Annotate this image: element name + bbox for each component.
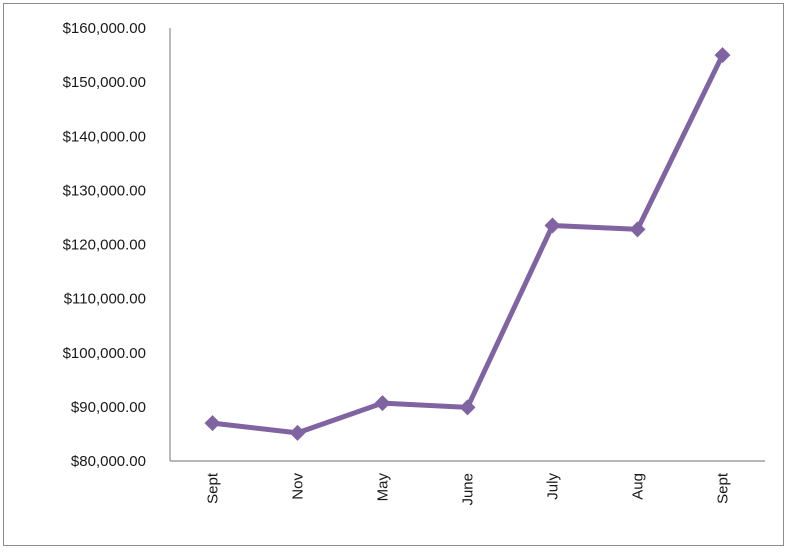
x-tick-label: Aug	[630, 473, 647, 500]
series-line	[210, 52, 725, 436]
y-tick-label: $130,000.00	[63, 182, 146, 199]
y-tick-label: $120,000.00	[63, 237, 146, 254]
y-tick-label: $80,000.00	[71, 453, 146, 470]
data-point-marker	[544, 217, 561, 234]
chart-frame	[3, 3, 784, 546]
x-tick-label: Sept	[205, 472, 222, 504]
data-point-marker	[629, 221, 646, 238]
x-tick-label: Sept	[715, 472, 732, 504]
data-point-marker	[714, 47, 731, 64]
data-point-marker	[289, 424, 306, 441]
y-tick-label: $100,000.00	[63, 345, 146, 362]
x-axis-tick-labels: Sept Nov May June July Aug Sept	[205, 472, 732, 505]
y-axis-tick-labels: $80,000.00 $90,000.00 $100,000.00 $110,000.…	[63, 20, 146, 470]
data-point-marker	[459, 399, 476, 416]
y-tick-label: $150,000.00	[63, 74, 146, 91]
y-tick-label: $160,000.00	[63, 20, 146, 37]
x-tick-label: July	[545, 473, 562, 500]
x-tick-label: June	[460, 473, 477, 506]
series-group	[204, 47, 731, 441]
data-point-marker	[204, 415, 221, 432]
y-tick-label: $90,000.00	[71, 399, 146, 416]
x-tick-label: May	[375, 473, 392, 502]
data-point-marker	[374, 395, 391, 412]
y-tick-label: $140,000.00	[63, 128, 146, 145]
y-tick-label: $110,000.00	[64, 291, 146, 308]
x-tick-label: Nov	[290, 473, 307, 500]
